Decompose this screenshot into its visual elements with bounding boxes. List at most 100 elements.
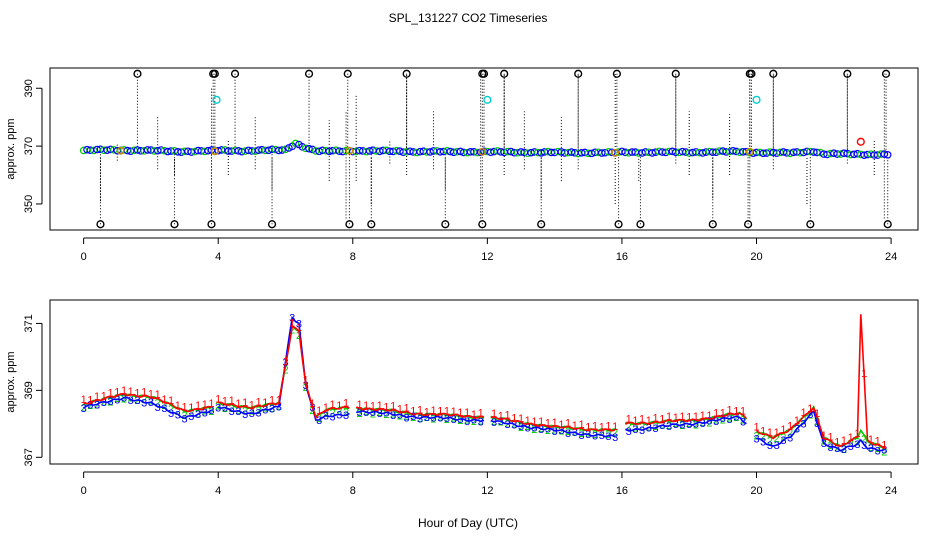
series-3-marker: 3: [121, 392, 127, 404]
series-3-marker: 3: [841, 444, 847, 456]
series-2-marker: 2: [155, 397, 161, 409]
data-point-orange: [210, 147, 219, 156]
series-3-marker: 3: [336, 409, 342, 421]
outlier-high: [881, 69, 891, 78]
series-3-marker: 3: [464, 416, 470, 428]
series-1-marker: 1: [101, 390, 107, 402]
series-1-marker: 1: [269, 394, 275, 406]
series-1-marker: 1: [767, 427, 773, 439]
series-2-marker: 2: [457, 415, 463, 427]
series-1-marker: 1: [397, 403, 403, 415]
series-1-marker: 1: [457, 407, 463, 419]
series-3-marker: 3: [807, 409, 813, 421]
series-1-marker: 1: [309, 398, 315, 410]
series-1-marker: 1: [780, 424, 786, 436]
series-1-marker: 1: [404, 403, 410, 415]
series-1-marker: 1: [612, 421, 618, 433]
series-2-marker: 2: [639, 421, 645, 433]
top-panel: 0 4 8 12 16 20 24 350 370 390 approx. ppm: [5, 67, 919, 263]
series-2-marker: 2: [612, 427, 618, 439]
series-1-marker: 1: [552, 417, 558, 429]
bottom-y-tick-label: 371: [23, 314, 35, 332]
series-1-marker: 1: [807, 403, 813, 415]
series-1-marker: 1: [679, 411, 685, 423]
series-2-marker: 2: [336, 406, 342, 418]
data-point: [698, 149, 707, 157]
series-3-marker: 3: [881, 445, 887, 457]
series-1-marker: 1: [161, 394, 167, 406]
series-2-marker: 2: [626, 421, 632, 433]
series-2-marker: 2: [215, 401, 221, 413]
data-point-orange: [478, 147, 487, 156]
bottom-x-tick-label: 12: [481, 485, 493, 497]
series-1-marker: 1: [706, 410, 712, 422]
series-2-marker: 2: [504, 419, 510, 431]
bottom-x-tick-label: 24: [885, 485, 897, 497]
outlier-low: [883, 220, 892, 229]
top-y-axis-label: approx. ppm: [5, 118, 17, 179]
series-2-marker: 2: [693, 420, 699, 432]
bottom-y-tick-label: 367: [23, 448, 35, 466]
series-3-marker: 3: [558, 425, 564, 437]
series-3-marker: 3: [404, 412, 410, 424]
series-2-marker: 2: [471, 416, 477, 428]
series-1-marker: 1: [363, 400, 369, 412]
series-3-marker: 3: [504, 419, 510, 431]
top-x-tick-label: 12: [481, 251, 493, 263]
series-3-marker: 3: [370, 407, 376, 419]
series-1-marker: 1: [128, 386, 134, 398]
series-1-marker: 1: [377, 400, 383, 412]
series-2-marker: 2: [309, 405, 315, 417]
series-3-marker: 3: [787, 432, 793, 444]
series-2-marker: 2: [410, 412, 416, 424]
series-2-marker: 2: [397, 410, 403, 422]
series-3-marker: 3: [545, 423, 551, 435]
series-1-marker: 1: [774, 427, 780, 439]
series-1-marker: 1: [794, 415, 800, 427]
series-2-marker: 2: [444, 414, 450, 426]
series-3-marker: 3: [343, 410, 349, 422]
series-3-marker: 3: [141, 398, 147, 410]
series-1-marker: 1: [727, 405, 733, 417]
series-1-marker: 1: [801, 407, 807, 419]
data-point: [883, 151, 892, 159]
series-3-marker: 3: [679, 420, 685, 432]
series-1-marker: 1: [673, 412, 679, 424]
top-y-tick-label: 390: [23, 79, 35, 97]
series-1-marker: 1: [666, 411, 672, 423]
series-1-marker: 1: [787, 420, 793, 432]
data-point: [443, 147, 451, 155]
series-3-marker: 3: [262, 404, 268, 416]
series-3-marker: 3: [592, 431, 598, 443]
series-3-marker: 3: [457, 414, 463, 426]
series-1-marker: 1: [451, 406, 457, 418]
series-1-marker: 1: [632, 415, 638, 427]
series-2-marker: 2: [760, 431, 766, 443]
series-1-marker: 1: [504, 410, 510, 422]
series-1-marker: 1: [538, 416, 544, 428]
series-1-marker: 1: [525, 415, 531, 427]
series-3-marker: 3: [451, 414, 457, 426]
series-3-marker: 3: [868, 443, 874, 455]
outlier-high: [500, 69, 509, 78]
series-1-marker: 1: [868, 434, 874, 446]
outlier-low: [267, 220, 277, 229]
series-3-marker: 3: [700, 418, 706, 430]
series-3-marker: 3: [296, 318, 302, 330]
series-1-marker: 1: [861, 368, 867, 380]
series-3-marker: 3: [727, 414, 733, 426]
series-1-marker: 1: [558, 419, 564, 431]
series-1-marker: 1: [646, 415, 652, 427]
series-3-marker: 3: [410, 411, 416, 423]
series-3-marker: 3: [780, 435, 786, 447]
series-2-marker: 2: [202, 405, 208, 417]
series-1-marker: 1: [195, 400, 201, 412]
series-2-marker: 2: [134, 395, 140, 407]
series-3-marker: 3: [626, 426, 632, 438]
series-1-marker: 1: [827, 431, 833, 443]
series-1-marker: 1: [639, 413, 645, 425]
bottom-x-tick-label: 4: [215, 485, 221, 497]
cyan-marker: [752, 95, 761, 104]
